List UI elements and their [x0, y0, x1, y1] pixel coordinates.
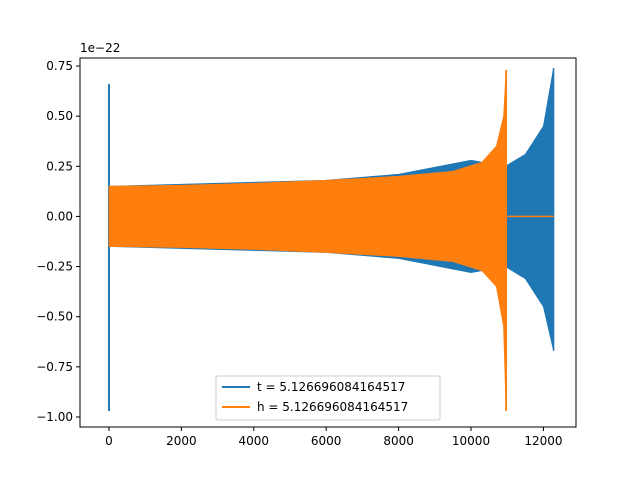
- x-tick-label: 2000: [166, 434, 197, 448]
- x-tick-label: 12000: [524, 434, 562, 448]
- x-axis-ticks: 0 2000 4000 6000 8000 10000 12000: [105, 427, 563, 448]
- x-tick-label: 4000: [239, 434, 270, 448]
- legend-label-t: t = 5.126696084164517: [257, 380, 405, 394]
- series-layer: [107, 67, 555, 412]
- y-tick-label: 0.50: [46, 109, 73, 123]
- series-h-envelope: [108, 69, 507, 412]
- y-tick-label: 0.25: [46, 159, 73, 173]
- legend: t = 5.126696084164517 h = 5.126696084164…: [215, 375, 441, 421]
- x-tick-label: 0: [105, 434, 113, 448]
- x-tick-label: 8000: [383, 434, 414, 448]
- y-tick-label: −0.75: [36, 360, 73, 374]
- y-axis-offset-label: 1e−22: [80, 41, 120, 55]
- x-tick-label: 6000: [311, 434, 342, 448]
- y-tick-label: −1.00: [36, 410, 73, 424]
- y-axis-ticks: −1.00 −0.75 −0.50 −0.25 0.00 0.25 0.50 0.75: [36, 59, 80, 424]
- y-tick-label: −0.25: [36, 260, 73, 274]
- axes-frame: [79, 57, 577, 428]
- y-tick-label: 0.00: [46, 209, 73, 223]
- legend-box: [215, 375, 441, 421]
- legend-label-h: h = 5.126696084164517: [257, 400, 408, 414]
- x-tick-label: 10000: [452, 434, 490, 448]
- y-tick-label: −0.50: [36, 310, 73, 324]
- y-tick-label: 0.75: [46, 59, 73, 73]
